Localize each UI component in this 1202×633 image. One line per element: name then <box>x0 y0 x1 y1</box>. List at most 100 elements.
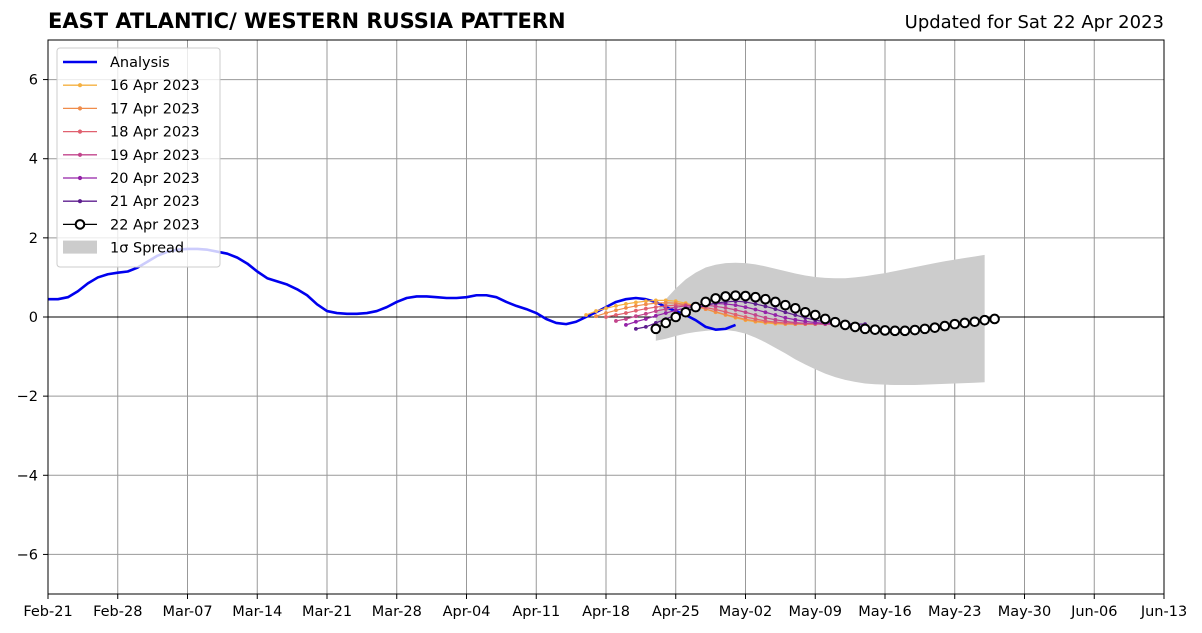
x-tick-label: May-30 <box>998 604 1051 620</box>
forecast-point <box>624 311 628 315</box>
legend-label: 19 Apr 2023 <box>110 148 200 164</box>
chart-subtitle: Updated for Sat 22 Apr 2023 <box>904 12 1164 33</box>
forecast-point <box>633 300 638 305</box>
forecast-point <box>614 304 618 308</box>
forecast-point <box>763 319 768 323</box>
forecast-point <box>633 308 638 313</box>
forecast-point <box>919 323 931 335</box>
legend-box <box>56 47 221 268</box>
forecast-point <box>594 309 598 313</box>
y-tick-label: −2 <box>17 389 38 405</box>
forecast-point <box>624 317 628 321</box>
forecast-point <box>743 310 748 315</box>
forecast-point <box>799 306 811 318</box>
forecast-point <box>653 301 658 306</box>
forecast-point <box>839 319 851 331</box>
x-tick-label: Mar-21 <box>302 604 352 620</box>
forecast-point <box>650 323 662 335</box>
forecast-point <box>793 313 798 317</box>
forecast-point <box>859 323 871 335</box>
legend-marker <box>74 219 86 230</box>
series-layer <box>48 247 1000 337</box>
forecast-point <box>929 322 941 333</box>
forecast-point <box>604 306 608 311</box>
legend-label: 20 Apr 2023 <box>110 171 200 187</box>
forecast-point <box>763 304 768 309</box>
forecast-point <box>773 317 778 322</box>
forecast-point <box>819 313 831 325</box>
y-tick-label: 4 <box>29 152 38 168</box>
forecast-point <box>733 312 738 317</box>
forecast-point <box>740 290 751 302</box>
x-tick-label: May-09 <box>789 604 842 620</box>
forecast-point <box>793 317 798 322</box>
y-tick-label: 6 <box>29 73 38 89</box>
forecast-point <box>643 299 648 304</box>
forecast-point <box>633 326 638 331</box>
forecast-point <box>979 314 990 326</box>
forecast-point <box>803 319 808 324</box>
legend-label: 17 Apr 2023 <box>110 101 200 117</box>
forecast-point <box>624 323 628 327</box>
forecast-point <box>604 315 608 319</box>
forecast-point <box>959 317 971 329</box>
x-tick-label: Feb-21 <box>23 604 72 620</box>
forecast-point <box>653 309 658 313</box>
forecast-point <box>760 293 771 305</box>
legend-label: 18 Apr 2023 <box>110 125 200 141</box>
forecast-point <box>643 302 648 307</box>
forecast-point <box>763 310 768 315</box>
forecast-point <box>673 308 678 313</box>
forecast-point <box>723 305 728 310</box>
forecast-point <box>869 324 881 335</box>
forecast-point <box>879 325 891 336</box>
forecast-point <box>753 307 758 312</box>
forecast-point <box>750 291 761 303</box>
forecast-point <box>773 307 778 311</box>
x-tick-label: May-02 <box>719 604 772 620</box>
forecast-point <box>663 304 668 308</box>
legend-marker <box>77 129 83 134</box>
forecast-point <box>783 315 788 320</box>
forecast-point <box>643 311 648 316</box>
forecast-point <box>733 303 738 308</box>
x-tick-label: May-16 <box>858 604 911 620</box>
legend-marker <box>77 175 83 181</box>
forecast-point <box>710 293 721 304</box>
forecast-point <box>633 319 638 324</box>
forecast-point <box>660 317 672 329</box>
forecast-point <box>670 311 682 323</box>
x-tick-label: Apr-11 <box>512 604 560 620</box>
forecast-point <box>899 325 911 337</box>
forecast-point <box>614 308 618 313</box>
x-tick-label: Apr-04 <box>443 604 491 620</box>
legend-swatch-spread <box>63 240 97 254</box>
forecast-point <box>584 313 588 317</box>
x-tick-label: Mar-28 <box>372 604 422 620</box>
legend-marker <box>77 106 83 111</box>
forecast-point <box>753 313 758 317</box>
legend-label: 21 Apr 2023 <box>110 194 200 210</box>
axes-layer: Feb-21 Feb-28 Mar-07 Mar-14 Mar-21 Mar-28 Apr-… <box>17 39 1187 620</box>
forecast-point <box>604 311 608 315</box>
legend-marker <box>77 199 83 204</box>
forecast-point <box>969 316 980 328</box>
forecast-point <box>763 315 768 320</box>
forecast-point <box>743 305 748 310</box>
y-tick-label: 0 <box>29 310 38 326</box>
forecast-point <box>780 299 791 311</box>
legend-label: Analysis <box>110 55 170 71</box>
forecast-point <box>809 309 821 321</box>
x-tick-label: Jun-13 <box>1140 604 1187 620</box>
forecast-point <box>989 313 1000 325</box>
forecast-point <box>594 314 598 319</box>
forecast-point <box>949 318 961 330</box>
forecast-point <box>849 321 861 333</box>
forecast-point <box>743 315 748 319</box>
forecast-point <box>713 307 718 312</box>
forecast-point <box>783 310 788 315</box>
x-tick-label: Apr-25 <box>652 604 700 620</box>
forecast-point <box>614 319 618 323</box>
legend-marker <box>77 83 83 88</box>
